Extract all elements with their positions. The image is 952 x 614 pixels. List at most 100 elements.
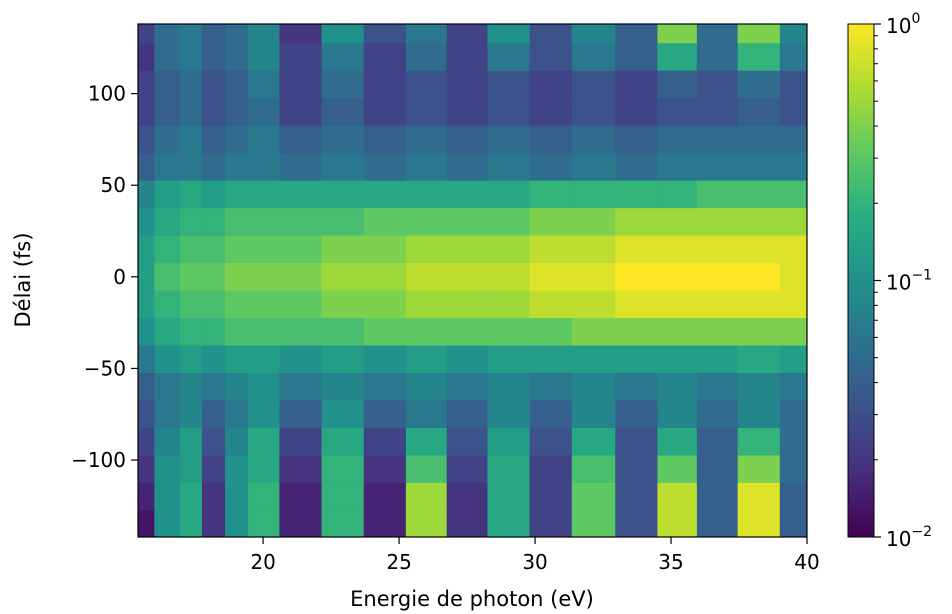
colorbar-tick-label: 10−1 [886, 268, 932, 295]
heatmap-cell [737, 125, 781, 154]
heatmap-cell [405, 318, 448, 347]
heatmap-cell [571, 70, 616, 99]
heatmap-cell [529, 43, 573, 72]
heatmap-cell [225, 125, 249, 154]
heatmap-cell [737, 43, 781, 72]
heatmap-cell [180, 125, 203, 154]
heatmap-cell [154, 235, 181, 264]
heatmap-cell [279, 318, 323, 347]
heatmap-cell [321, 482, 365, 512]
heatmap-cell [696, 235, 739, 264]
heatmap-cell [737, 482, 781, 512]
heatmap-cell [201, 153, 226, 182]
heatmap-cell [446, 400, 489, 429]
heatmap-cell [657, 208, 698, 237]
heatmap-cell [201, 455, 226, 484]
heatmap-cell [571, 263, 616, 292]
heatmap-cell [446, 455, 489, 484]
heatmap-cell [225, 235, 249, 264]
heatmap-cell [405, 400, 448, 429]
heatmap-cell [248, 70, 281, 99]
heatmap-cell [696, 208, 739, 237]
heatmap-cell [321, 290, 365, 319]
heatmap-cell [657, 400, 698, 429]
heatmap-cell [363, 180, 407, 209]
heatmap-cell [487, 70, 531, 99]
heatmap-cell [571, 125, 616, 154]
heatmap-cell [225, 290, 249, 319]
heatmap-cell [225, 98, 249, 127]
heatmap-cell [779, 153, 807, 182]
heatmap-cell [154, 263, 181, 292]
heatmap-cell [363, 290, 407, 319]
heatmap-cell [154, 400, 181, 429]
heatmap-cell [737, 98, 781, 127]
heatmap-cell [657, 43, 698, 72]
heatmap-cell [279, 510, 323, 537]
heatmap-cell [737, 373, 781, 402]
heatmap-cell [779, 345, 807, 374]
colorbar-tick-label: 10−2 [886, 524, 932, 551]
heatmap-cell [279, 400, 323, 429]
heatmap-cell [779, 400, 807, 429]
heatmap-cell [487, 208, 531, 237]
heatmap-cell [363, 235, 407, 264]
heatmap-cell [487, 373, 531, 402]
heatmap-cell [737, 235, 781, 264]
heatmap-cell [154, 153, 181, 182]
heatmap-cell [657, 290, 698, 319]
heatmap-cell [446, 43, 489, 72]
heatmap-cell [696, 318, 739, 347]
heatmap-cell [446, 318, 489, 347]
heatmap-cell [487, 455, 531, 484]
plot-frame [137, 23, 808, 538]
heatmap-cell [180, 43, 203, 72]
heatmap-cell [487, 125, 531, 154]
heatmap-cell [529, 263, 573, 292]
heatmap-cell [363, 208, 407, 237]
heatmap-cell [779, 510, 807, 537]
heatmap-cell [571, 43, 616, 72]
heatmap-cell [737, 427, 781, 457]
heatmap-cell [363, 455, 407, 484]
heatmap-cell [363, 400, 407, 429]
x-tick-label: 30 [522, 550, 547, 574]
heatmap-cell [405, 455, 448, 484]
heatmap-cell [201, 43, 226, 72]
heatmap-cell [225, 345, 249, 374]
heatmap-cell [405, 98, 448, 127]
heatmap-cell [363, 373, 407, 402]
heatmap-cell [571, 345, 616, 374]
heatmap-cell [138, 318, 155, 347]
heatmap-cell [248, 125, 281, 154]
heatmap-cell [696, 180, 739, 209]
heatmap-cell [405, 24, 448, 44]
heatmap-cell [446, 263, 489, 292]
heatmap-cell [138, 43, 155, 72]
heatmap-cell [201, 345, 226, 374]
heatmap-cell [201, 208, 226, 237]
heatmap-cell [180, 455, 203, 484]
heatmap-cell [696, 24, 739, 44]
heatmap-cell [737, 510, 781, 537]
heatmap-cell [363, 318, 407, 347]
heatmap-cell [657, 263, 698, 292]
heatmap-cell [696, 400, 739, 429]
heatmap-cell [180, 24, 203, 44]
heatmap-cell [615, 98, 659, 127]
heatmap-cell [529, 400, 573, 429]
heatmap-cell [657, 98, 698, 127]
heatmap-cell [279, 208, 323, 237]
heatmap-cell [405, 70, 448, 99]
heatmap-cell [363, 153, 407, 182]
heatmap-cell [321, 180, 365, 209]
heatmap-cell [321, 510, 365, 537]
heatmap-cell [248, 98, 281, 127]
heatmap-cell [225, 70, 249, 99]
x-axis-ticks: 20 25 30 35 40 [250, 537, 820, 574]
heatmap-cell [405, 290, 448, 319]
heatmap-cell [779, 180, 807, 209]
heatmap-cell [737, 345, 781, 374]
heatmap-cell [737, 180, 781, 209]
heatmap-cell [615, 125, 659, 154]
